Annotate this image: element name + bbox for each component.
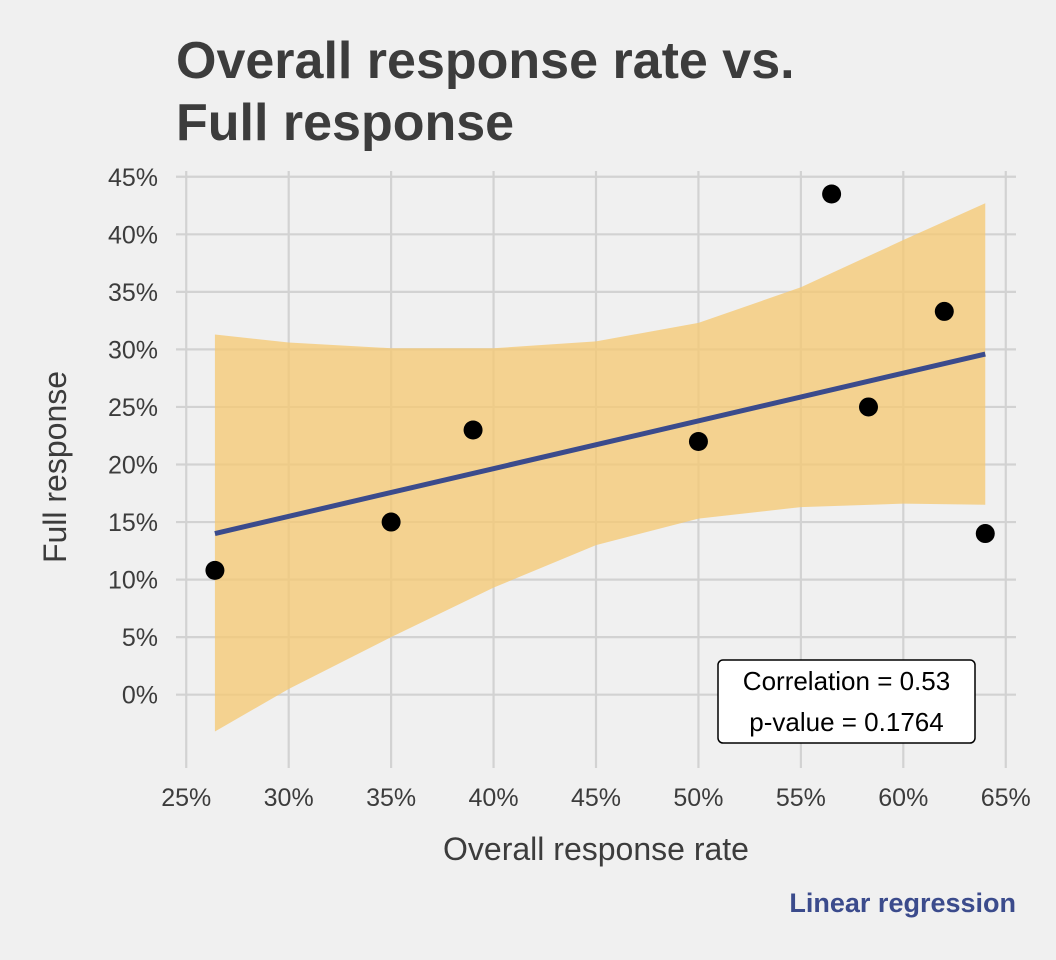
y-tick-label: 20% — [108, 452, 158, 480]
data-point — [975, 524, 995, 544]
y-tick-label: 25% — [108, 394, 158, 422]
chart-title-line-2: Full response — [176, 94, 515, 152]
x-axis-label: Overall response rate — [443, 831, 749, 867]
y-tick-label: 35% — [108, 279, 158, 307]
y-tick-label: 40% — [108, 221, 158, 249]
data-point — [205, 560, 225, 580]
x-tick-label: 40% — [469, 784, 519, 812]
x-tick-label: 60% — [878, 784, 928, 812]
annotation-frame — [717, 659, 976, 744]
chart-caption: Linear regression — [789, 888, 1016, 918]
data-points — [205, 184, 995, 580]
y-tick-label: 10% — [108, 567, 158, 595]
annotation-box: Correlation = 0.53 p-value = 0.1764 — [717, 659, 976, 744]
x-tick-label: 45% — [571, 784, 621, 812]
data-point — [822, 184, 842, 204]
chart-title: Overall response rate vs. Full response — [176, 30, 996, 154]
y-tick-label: 30% — [108, 336, 158, 364]
p-value-label: p-value = 0.1764 — [749, 707, 943, 737]
x-tick-label: 65% — [981, 784, 1031, 812]
data-point — [858, 397, 878, 417]
data-point — [463, 420, 483, 440]
y-axis-label: Full response — [37, 371, 73, 563]
data-point — [934, 301, 954, 321]
y-tick-label: 45% — [108, 164, 158, 192]
x-tick-label: 30% — [264, 784, 314, 812]
axis-ticks: 25% 30% 35% 40% 45% 50% 55% 60% 65% 0% 5% 10% 15% 20%… — [108, 164, 1031, 812]
y-tick-label: 0% — [122, 682, 158, 710]
x-tick-label: 35% — [366, 784, 416, 812]
y-tick-label: 5% — [122, 624, 158, 652]
correlation-label: Correlation = 0.53 — [743, 666, 950, 696]
y-tick-label: 15% — [108, 509, 158, 537]
confidence-band — [214, 203, 986, 732]
x-tick-label: 55% — [776, 784, 826, 812]
regression-line-layer — [214, 351, 986, 536]
confidence-band-layer — [214, 203, 986, 732]
x-tick-label: 50% — [673, 784, 723, 812]
data-point — [381, 512, 401, 532]
chart-title-line-1: Overall response rate vs. — [176, 32, 795, 90]
data-point — [688, 431, 708, 451]
regression-line — [214, 351, 986, 536]
x-tick-label: 25% — [161, 784, 211, 812]
